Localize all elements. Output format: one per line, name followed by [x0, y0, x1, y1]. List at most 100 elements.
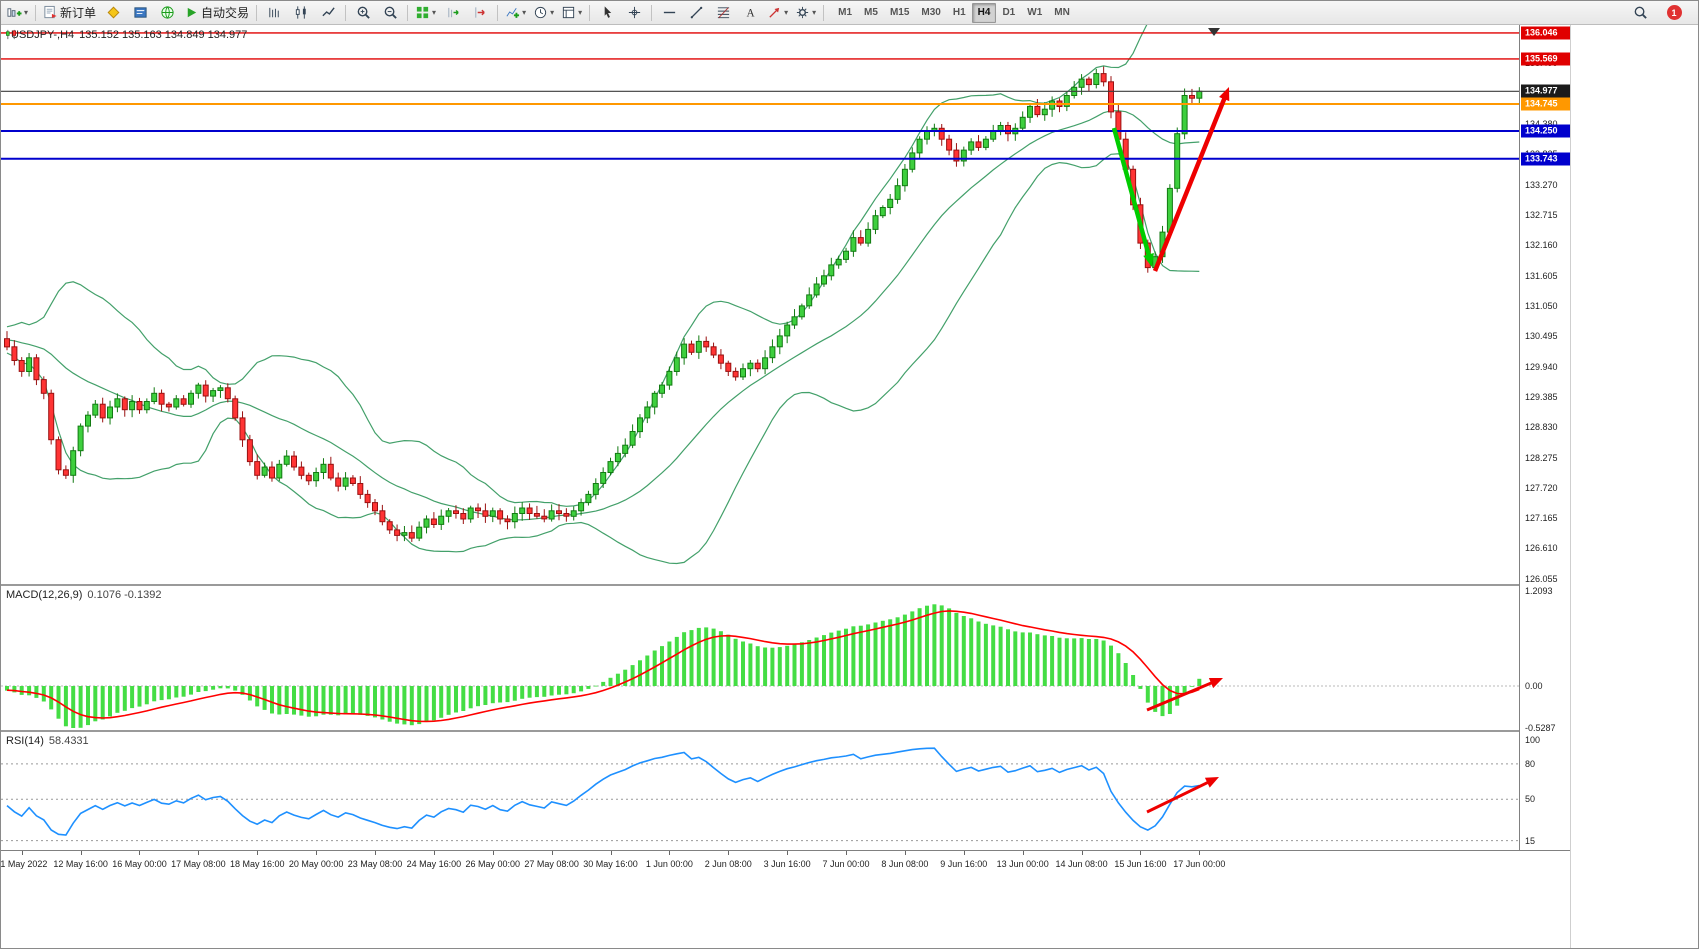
- horizontal-line-button[interactable]: [656, 2, 682, 24]
- macd-histogram-bar: [343, 686, 348, 715]
- candle-body: [467, 507, 474, 520]
- macd-histogram-bar: [851, 626, 856, 686]
- candle-body: [975, 141, 982, 148]
- new-order-button[interactable]: 新订单: [40, 2, 99, 24]
- candlestick-chart[interactable]: [1, 25, 1519, 584]
- macd-histogram-bar: [1123, 663, 1128, 686]
- tile-windows-button[interactable]: ▾: [412, 2, 439, 24]
- new-chart-button[interactable]: ▾: [4, 2, 31, 24]
- candle-body: [1181, 95, 1188, 135]
- price-panel[interactable]: USDJPY-,H4 135.152 135.163 134.849 134.9…: [1, 25, 1519, 584]
- timeframe-h4-button[interactable]: H4: [971, 2, 997, 23]
- candle-body: [342, 477, 349, 487]
- macd-histogram-bar: [770, 647, 775, 686]
- timeframe-m15-button[interactable]: M15: [889, 7, 910, 18]
- arrows-icon: [767, 5, 782, 20]
- candle-body: [990, 130, 997, 140]
- candle-body: [821, 275, 827, 285]
- macd-histogram-bar: [1064, 638, 1069, 686]
- candle-body: [1174, 133, 1181, 189]
- macd-histogram-bar: [983, 623, 988, 686]
- chevron-down-icon: ▾: [24, 7, 29, 17]
- rsi-tick-label: 50: [1525, 794, 1536, 805]
- timeframe-w1-button[interactable]: W1: [1027, 7, 1043, 18]
- macd-histogram-bar: [1057, 637, 1062, 686]
- timeframe-mn-button[interactable]: MN: [1054, 7, 1070, 18]
- templates-button[interactable]: ▾: [558, 2, 585, 24]
- trendline-button[interactable]: [683, 2, 709, 24]
- candle-body: [1196, 90, 1203, 99]
- macd-histogram-bar: [93, 686, 98, 722]
- timeframe-m30-button[interactable]: M30: [921, 7, 941, 18]
- macd-histogram-bar: [586, 686, 591, 689]
- fibonacci-button[interactable]: [710, 2, 736, 24]
- arrows-tool-button[interactable]: ▾: [764, 2, 791, 24]
- macd-histogram-bar: [534, 686, 539, 698]
- macd-histogram-bar: [696, 627, 701, 686]
- auto-trading-button[interactable]: 自动交易: [181, 2, 252, 24]
- crosshair-button[interactable]: [621, 2, 647, 24]
- candle-body: [592, 483, 599, 495]
- chart-line-button[interactable]: [315, 2, 341, 24]
- candle-body: [195, 384, 202, 394]
- macd-histogram-bar: [350, 686, 355, 715]
- indicators-button[interactable]: ▾: [502, 2, 529, 24]
- candle-body: [637, 417, 643, 433]
- price-tick-label: 128.275: [1525, 452, 1558, 463]
- metaeditor-button[interactable]: [100, 2, 126, 24]
- timeframe-m1-button[interactable]: M1: [838, 7, 853, 18]
- time-label: 17 Jun 00:00: [1173, 859, 1226, 869]
- zoom-out-button[interactable]: [377, 2, 403, 24]
- trend-arrow[interactable]: [1111, 127, 1153, 261]
- time-axis[interactable]: 11 May 2022 12 May 16:00 16 May 00:00 17 Ma…: [1, 850, 1570, 948]
- line-icon: [321, 5, 336, 20]
- periods-button[interactable]: ▾: [530, 2, 557, 24]
- price-badge: 134.745: [1521, 97, 1570, 111]
- macd-panel[interactable]: MACD(12,26,9) 0.1076 -0.1392: [1, 586, 1519, 730]
- trend-arrow[interactable]: [1146, 778, 1214, 814]
- chart-shift-button[interactable]: [467, 2, 493, 24]
- trend-arrow[interactable]: [1146, 679, 1218, 712]
- toolbar-separator: [407, 4, 409, 21]
- macd-histogram-bar: [19, 686, 24, 695]
- rsi-tick-label: 100: [1525, 735, 1541, 746]
- time-tick: [1140, 851, 1142, 855]
- new-order-label: 新订单: [60, 6, 97, 20]
- search-button[interactable]: [1627, 2, 1653, 24]
- chart-bars-button[interactable]: [261, 2, 287, 24]
- trend-arrow[interactable]: [1152, 92, 1229, 272]
- macd-tick-label: 1.2093: [1525, 585, 1553, 596]
- rsi-panel[interactable]: RSI(14) 58.4331: [1, 732, 1519, 850]
- notifications-button[interactable]: 1: [1661, 2, 1687, 24]
- timeframe-m5-button[interactable]: M5: [864, 7, 878, 18]
- macd-separator[interactable]: [1, 584, 1570, 586]
- candle-body: [548, 510, 555, 520]
- timeframe-h1-button[interactable]: H1: [952, 7, 966, 18]
- timeframe-d1-button[interactable]: D1: [1002, 7, 1016, 18]
- candle-body: [953, 149, 960, 162]
- candle-body: [828, 264, 835, 277]
- strategy-tester-button[interactable]: [127, 2, 153, 24]
- cursor-button[interactable]: [594, 2, 620, 24]
- rsi-chart[interactable]: [1, 732, 1519, 850]
- macd-chart[interactable]: [1, 586, 1519, 730]
- auto-scroll-button[interactable]: [440, 2, 466, 24]
- macd-histogram-bar: [122, 686, 127, 711]
- trend-arrow-head: [1219, 87, 1230, 102]
- objects-list-button[interactable]: ▾: [792, 2, 819, 24]
- community-button[interactable]: [154, 2, 180, 24]
- chart-candles-button[interactable]: [288, 2, 314, 24]
- cursor-icon: [600, 5, 615, 20]
- macd-histogram-bar: [152, 686, 157, 702]
- chart-shift-marker[interactable]: [1208, 28, 1220, 36]
- rsi-separator[interactable]: [1, 730, 1570, 732]
- candle-body: [533, 513, 540, 517]
- macd-histogram-bar: [137, 686, 142, 707]
- price-axis[interactable]: 126.055 126.610 127.165 127.720 128.275 128.8…: [1519, 25, 1570, 850]
- text-label-button[interactable]: A: [737, 2, 763, 24]
- time-tick: [904, 851, 906, 855]
- macd-histogram-bar: [100, 686, 105, 720]
- macd-histogram-bar: [1079, 638, 1084, 686]
- zoom-in-button[interactable]: [350, 2, 376, 24]
